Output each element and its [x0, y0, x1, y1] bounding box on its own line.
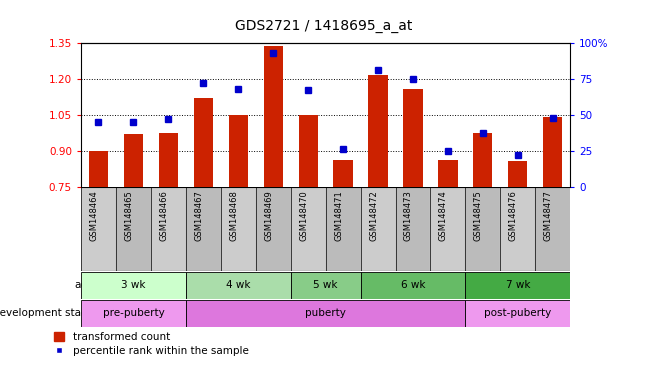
Text: 6 wk: 6 wk	[400, 280, 425, 290]
Text: pre-puberty: pre-puberty	[102, 308, 165, 318]
Text: GDS2721 / 1418695_a_at: GDS2721 / 1418695_a_at	[235, 19, 413, 33]
Bar	[325, 187, 360, 271]
Bar	[186, 187, 221, 271]
Text: 3 wk: 3 wk	[121, 280, 146, 290]
Bar	[369, 75, 388, 187]
Text: GSM148473: GSM148473	[404, 190, 413, 241]
Text: GSM148476: GSM148476	[509, 190, 518, 241]
Text: GSM148467: GSM148467	[194, 190, 203, 241]
Text: post-puberty: post-puberty	[484, 308, 551, 318]
Bar	[465, 300, 570, 327]
Bar	[299, 115, 318, 187]
Bar	[360, 271, 465, 299]
Bar	[395, 187, 430, 271]
Legend: transformed count, percentile rank within the sample: transformed count, percentile rank withi…	[54, 333, 248, 356]
Text: GSM148466: GSM148466	[159, 190, 168, 241]
Bar	[291, 187, 325, 271]
Bar	[465, 187, 500, 271]
Text: 4 wk: 4 wk	[226, 280, 251, 290]
Bar	[186, 300, 465, 327]
Text: development stage: development stage	[0, 308, 93, 318]
Text: GSM148477: GSM148477	[544, 190, 553, 241]
Bar	[256, 187, 291, 271]
Text: 7 wk: 7 wk	[505, 280, 530, 290]
Text: age: age	[74, 280, 93, 290]
Text: 5 wk: 5 wk	[314, 280, 338, 290]
Bar	[508, 161, 527, 187]
Bar	[151, 187, 186, 271]
Text: GSM148471: GSM148471	[334, 190, 343, 241]
Bar	[81, 187, 116, 271]
Bar	[81, 271, 186, 299]
Bar	[473, 132, 492, 187]
Text: puberty: puberty	[305, 308, 346, 318]
Bar	[465, 271, 570, 299]
Bar	[543, 117, 562, 187]
Bar	[291, 271, 360, 299]
Bar	[430, 187, 465, 271]
Bar	[116, 187, 151, 271]
Bar	[186, 271, 291, 299]
Text: GSM148474: GSM148474	[439, 190, 448, 241]
Text: GSM148470: GSM148470	[299, 190, 308, 241]
Bar	[360, 187, 395, 271]
Text: GSM148469: GSM148469	[264, 190, 273, 241]
Bar	[229, 115, 248, 187]
Bar	[124, 134, 143, 187]
Bar	[81, 300, 186, 327]
Bar	[500, 187, 535, 271]
Bar	[403, 89, 422, 187]
Bar	[89, 151, 108, 187]
Bar	[264, 46, 283, 187]
Text: GSM148464: GSM148464	[89, 190, 98, 241]
Bar	[221, 187, 256, 271]
Bar	[159, 132, 178, 187]
Text: GSM148468: GSM148468	[229, 190, 238, 241]
Bar	[535, 187, 570, 271]
Bar	[438, 160, 457, 187]
Text: GSM148475: GSM148475	[474, 190, 483, 241]
Bar	[194, 98, 213, 187]
Text: GSM148472: GSM148472	[369, 190, 378, 241]
Bar	[334, 160, 353, 187]
Text: GSM148465: GSM148465	[124, 190, 133, 241]
